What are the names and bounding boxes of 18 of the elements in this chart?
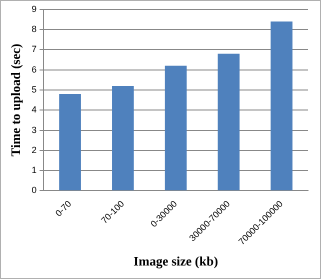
y-tick-label: 6 [32,64,37,74]
bar [218,54,240,190]
x-axis-title: Image size (kb) [134,254,218,269]
y-axis-title: Time to upload (sec) [8,44,24,156]
bar [164,66,187,190]
y-tick-label: 2 [32,144,37,155]
bar [112,86,134,190]
y-tick-label: 7 [32,44,37,54]
y-tick-label: 3 [32,124,37,135]
y-tick-label: 4 [32,104,37,115]
y-tick-label: 9 [32,4,37,14]
x-tick-label: 0-70 [53,198,74,218]
bar [270,21,292,190]
bar [59,94,81,190]
y-tick-label: 1 [32,165,37,176]
y-tick-label: 8 [32,24,37,34]
y-tick-label: 5 [32,84,37,94]
y-tick-label: 0 [32,185,37,196]
